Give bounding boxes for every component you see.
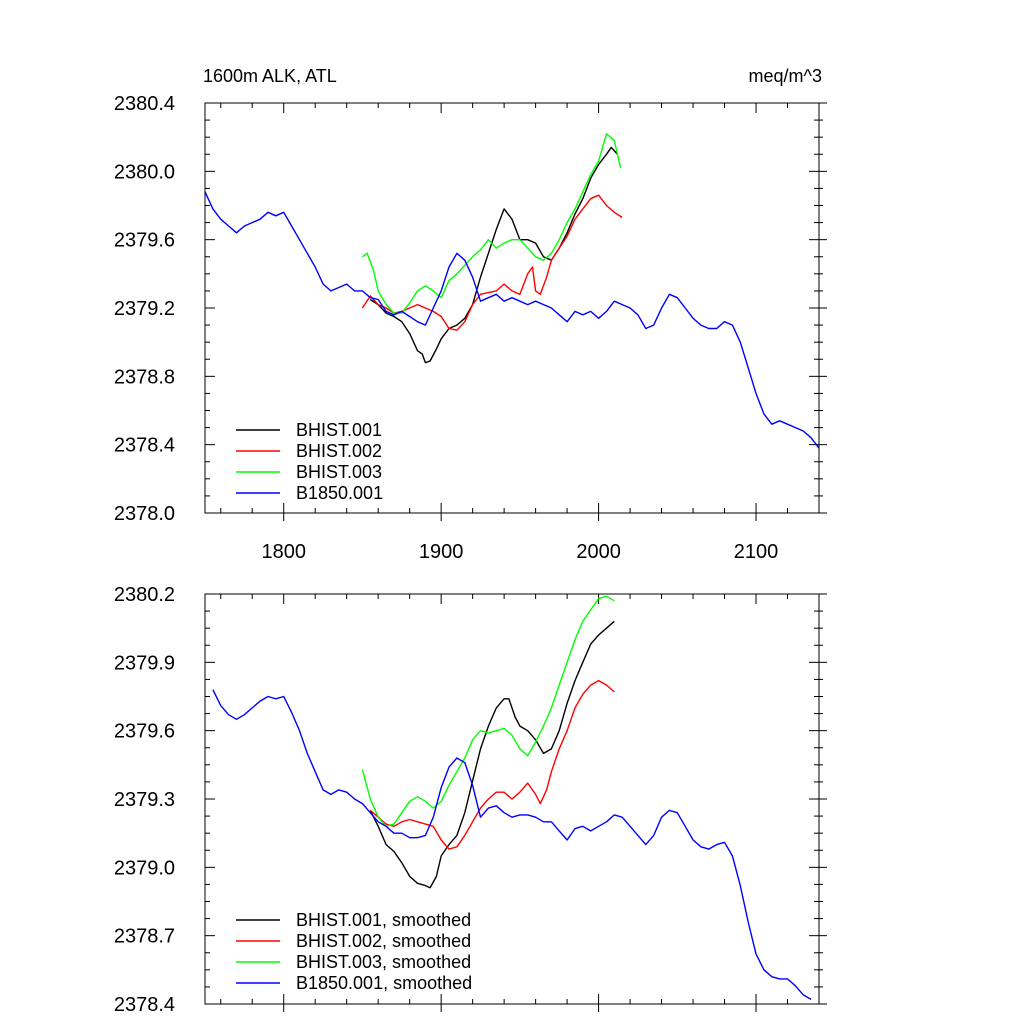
legend-label: B1850.001, smoothed — [296, 973, 472, 993]
series-line — [369, 620, 615, 889]
top-panel-series — [204, 133, 820, 449]
bottom-plot-frame — [204, 593, 820, 1005]
y-tick-label: 2378.7 — [114, 926, 175, 948]
chart-title: 1600m ALK, ATL — [203, 66, 337, 86]
legend-label: BHIST.002, smoothed — [296, 931, 471, 951]
bottom-panel-series — [212, 595, 812, 1001]
y-tick-label: 2379.9 — [114, 652, 175, 674]
legend-label: BHIST.001 — [296, 420, 382, 440]
y-tick-label: 2379.6 — [114, 230, 175, 252]
top-plot-frame — [204, 102, 820, 514]
x-tick-label: 2000 — [576, 541, 621, 563]
legend-label: BHIST.001, smoothed — [296, 910, 471, 930]
y-tick-label: 2379.6 — [114, 721, 175, 743]
series-line — [369, 146, 619, 364]
y-tick-label: 2379.2 — [114, 298, 175, 320]
top-panel-x-tick-labels: 1800 1900 2000 2100 — [261, 541, 778, 563]
top-panel-y-tick-labels: 2378.0 2378.4 2378.8 2379.2 2379.6 2380.0 2380… — [114, 93, 175, 525]
y-tick-label: 2379.3 — [114, 789, 175, 811]
x-tick-label: 2100 — [734, 541, 779, 563]
y-tick-label: 2380.2 — [114, 584, 175, 606]
legend-label: BHIST.003, smoothed — [296, 952, 471, 972]
top-panel: 1600m ALK, ATL meq/m^3 1800 1900 2000 2100 … — [114, 66, 827, 563]
series-line — [361, 595, 615, 827]
y-tick-label: 2378.4 — [114, 994, 175, 1016]
x-tick-label: 1900 — [419, 541, 464, 563]
series-line — [212, 689, 812, 1001]
y-tick-label: 2380.4 — [114, 93, 175, 115]
series-line — [369, 679, 615, 850]
legend-label: BHIST.003 — [296, 462, 382, 482]
y-tick-label: 2378.4 — [114, 435, 175, 457]
bottom-panel-y-tick-labels: 2378.4 2378.7 2379.0 2379.3 2379.6 2379.9 2380… — [114, 584, 175, 1016]
bottom-panel: 2378.4 2378.7 2379.0 2379.3 2379.6 2379.9 2380… — [114, 584, 827, 1016]
y-tick-label: 2380.0 — [114, 161, 175, 183]
y-tick-label: 2379.0 — [114, 857, 175, 879]
chart-units-label: meq/m^3 — [749, 66, 822, 86]
series-line — [204, 191, 820, 449]
y-tick-label: 2378.0 — [114, 503, 175, 525]
series-line — [361, 194, 623, 331]
legend-label: BHIST.002 — [296, 441, 382, 461]
y-tick-label: 2378.8 — [114, 366, 175, 388]
x-tick-label: 1800 — [261, 541, 306, 563]
legend-label: B1850.001 — [296, 483, 383, 503]
